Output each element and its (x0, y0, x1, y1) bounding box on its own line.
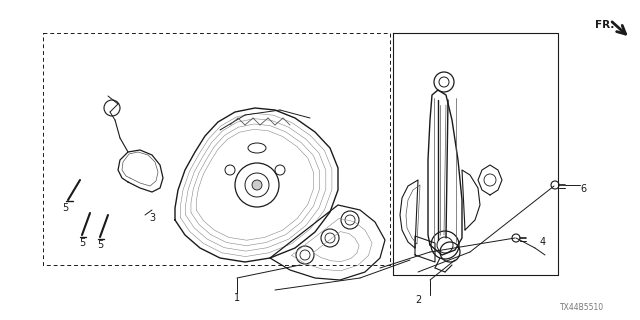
Text: 5: 5 (62, 203, 68, 213)
Text: 5: 5 (97, 240, 103, 250)
Text: 4: 4 (540, 237, 546, 247)
Circle shape (252, 180, 262, 190)
Text: 5: 5 (79, 238, 85, 248)
Text: FR.: FR. (595, 20, 614, 30)
Text: TX44B5510: TX44B5510 (560, 303, 604, 312)
Text: 3: 3 (149, 213, 155, 223)
Text: 6: 6 (580, 184, 586, 194)
Text: 2: 2 (415, 295, 421, 305)
Text: 1: 1 (234, 293, 240, 303)
